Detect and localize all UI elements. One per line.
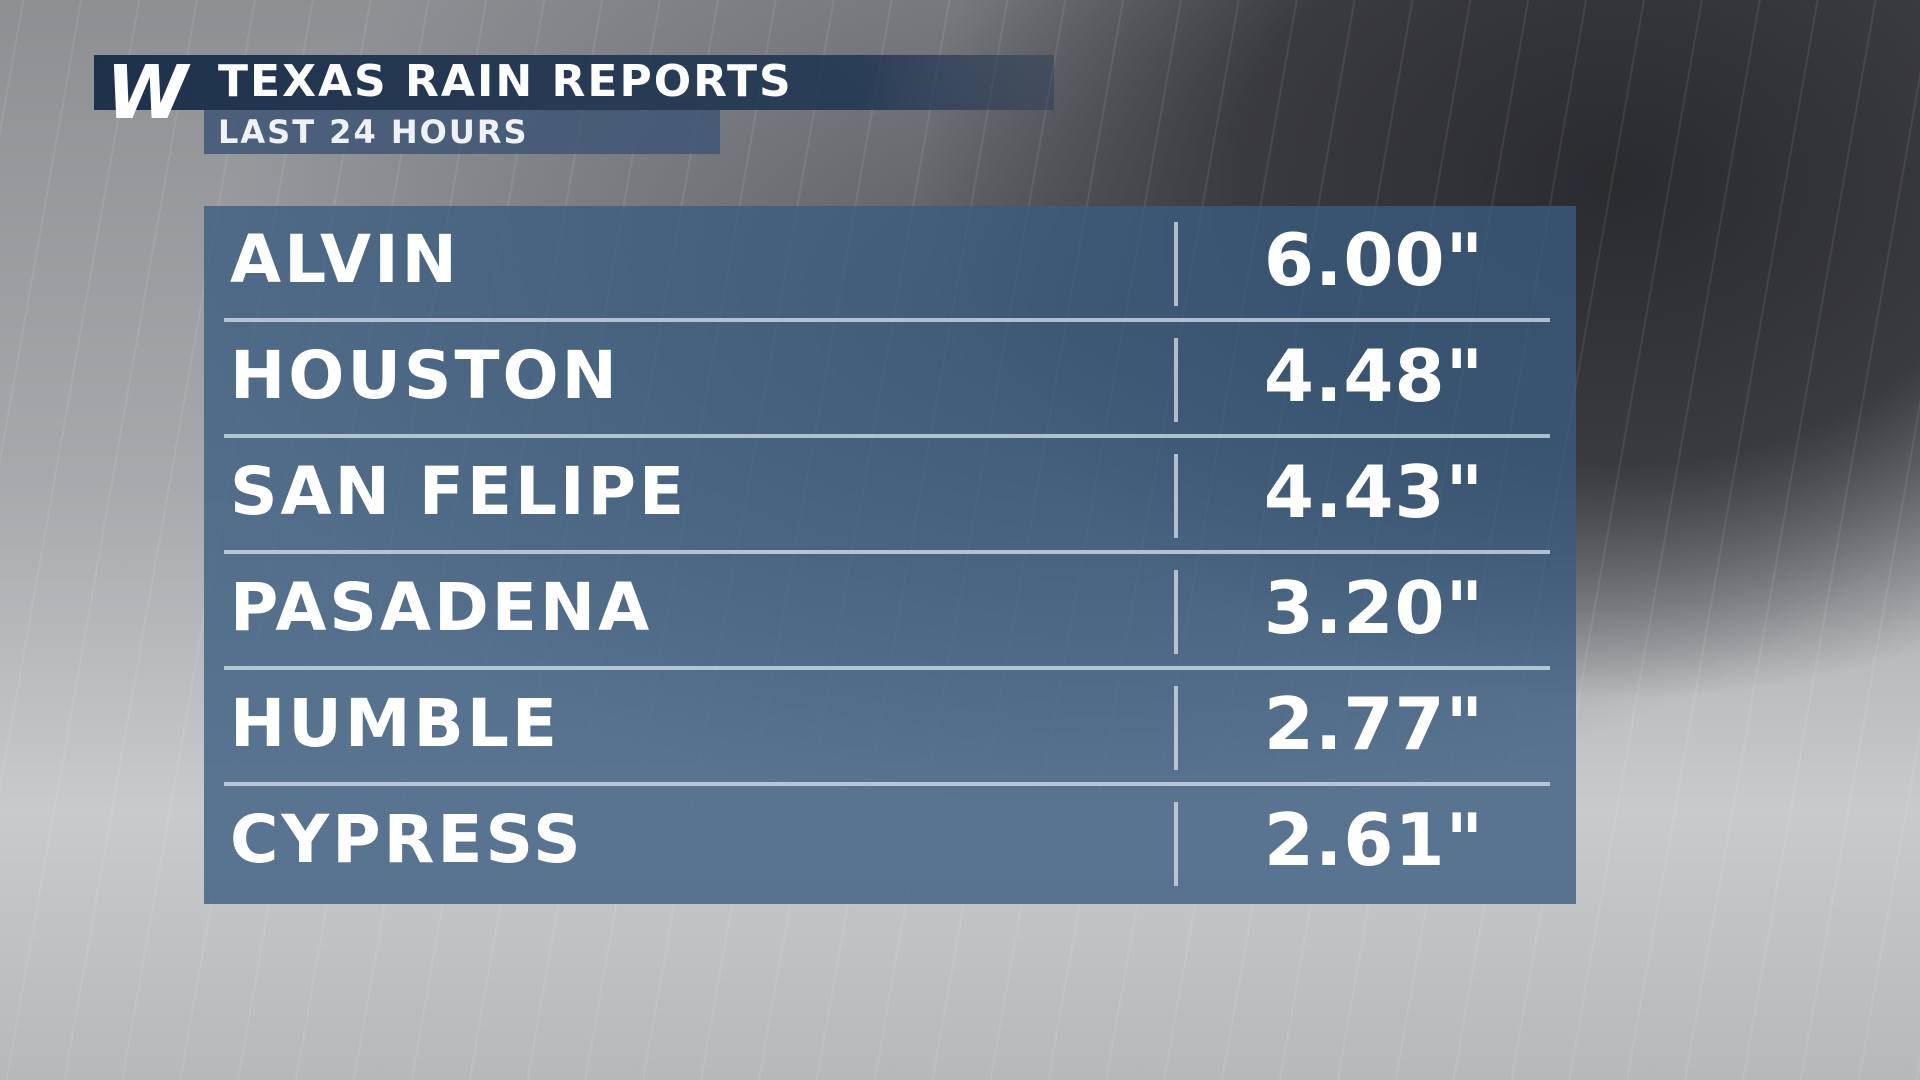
city-name: PASADENA [230, 569, 653, 646]
rain-total: 4.48" [1263, 334, 1485, 418]
row-divider [224, 782, 1550, 786]
table-row: HUMBLE 2.77" [204, 670, 1576, 786]
column-divider [1174, 686, 1178, 770]
logo: W [106, 50, 188, 136]
table-row: ALVIN 6.00" [204, 206, 1576, 322]
city-name: CYPRESS [230, 801, 584, 878]
table-row: HOUSTON 4.48" [204, 322, 1576, 438]
rain-total: 2.61" [1263, 798, 1485, 882]
subtitle: LAST 24 HOURS [218, 113, 529, 151]
column-divider [1174, 802, 1178, 886]
column-divider [1174, 338, 1178, 422]
table-row: CYPRESS 2.61" [204, 786, 1576, 902]
rain-total: 6.00" [1263, 218, 1485, 302]
table-row: PASADENA 3.20" [204, 554, 1576, 670]
column-divider [1174, 454, 1178, 538]
title: TEXAS RAIN REPORTS [218, 56, 793, 107]
row-divider [224, 666, 1550, 670]
city-name: SAN FELIPE [230, 453, 688, 530]
column-divider [1174, 222, 1178, 306]
table-row: SAN FELIPE 4.43" [204, 438, 1576, 554]
row-divider [224, 318, 1550, 322]
title-bar [94, 55, 1054, 110]
rain-table: ALVIN 6.00" HOUSTON 4.48" SAN FELIPE 4.43" PAS… [204, 206, 1576, 904]
city-name: HUMBLE [230, 685, 560, 762]
rain-total: 2.77" [1263, 682, 1485, 766]
rain-total: 4.43" [1263, 450, 1485, 534]
city-name: ALVIN [230, 221, 460, 298]
row-divider [224, 550, 1550, 554]
subtitle-bar [204, 110, 720, 154]
column-divider [1174, 570, 1178, 654]
rain-total: 3.20" [1263, 566, 1485, 650]
row-divider [224, 434, 1550, 438]
city-name: HOUSTON [230, 337, 620, 414]
